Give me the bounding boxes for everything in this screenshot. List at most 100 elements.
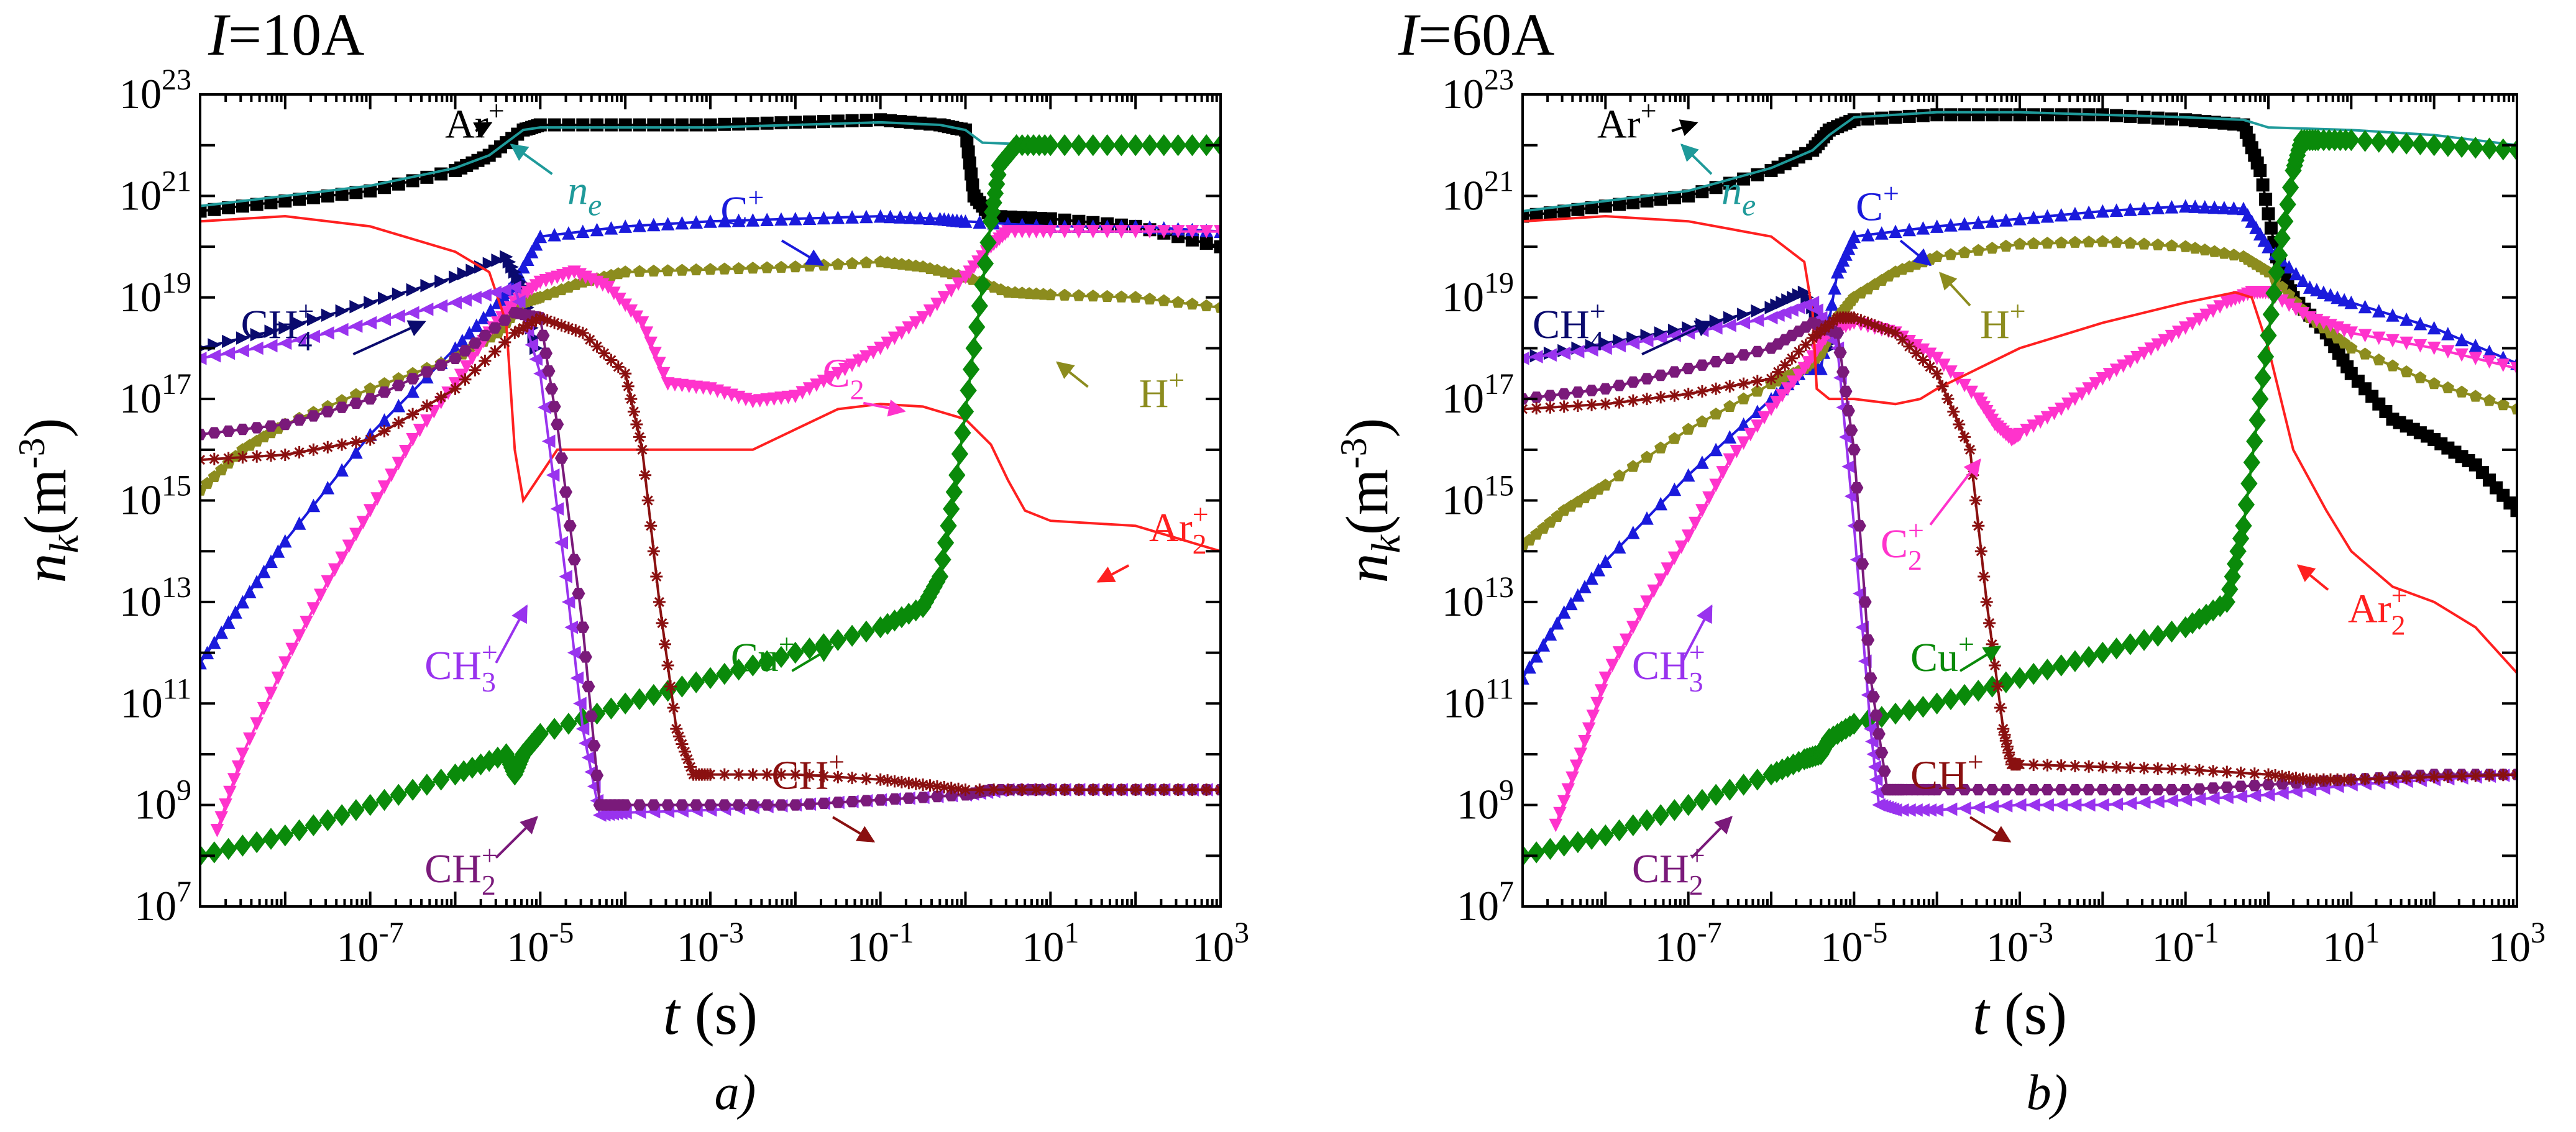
data-point [1101,290,1114,302]
data-point [2282,260,2296,274]
data-point [1200,783,1213,797]
data-point [1707,783,1725,806]
data-point [264,339,278,353]
data-point [2109,797,2124,811]
data-point [2041,236,2054,249]
data-point [760,212,774,226]
species-label-C2+: C+ 2 [823,344,866,406]
data-point [2083,760,2096,773]
data-point [2400,312,2414,326]
data-point [469,318,484,332]
data-point [1986,783,1999,796]
data-point [2234,780,2248,792]
data-point [590,769,604,782]
subplot-label: a) [715,1066,756,1120]
data-point [916,792,930,803]
data-point [2469,769,2482,782]
data-point [349,445,363,459]
data-point [236,423,249,436]
data-point [1869,710,1883,721]
data-point [210,824,224,838]
data-point [1571,588,1585,602]
data-point [2310,773,2323,786]
data-point [1736,417,1751,431]
data-point [774,116,788,130]
data-point [305,814,323,837]
data-point [866,345,881,360]
data-point [1889,326,1902,339]
data-point [731,213,746,227]
data-point [647,545,660,558]
data-point [458,293,472,307]
data-point [958,214,973,228]
data-point [2096,760,2109,774]
data-point [2303,773,2316,786]
data-point [832,258,845,270]
data-point [1043,225,1058,239]
data-point [903,210,917,224]
species-arrow-ne [1680,144,1713,175]
data-point [956,400,974,423]
data-point [363,504,377,518]
data-point [200,429,207,440]
data-point [458,345,472,357]
data-point [1944,218,1958,232]
y-tick-label: 1017 [119,368,191,422]
data-point [1930,219,1944,233]
data-point [1112,134,1130,157]
data-point [2027,798,2040,812]
data-point [1836,366,1850,378]
data-point [761,768,774,781]
data-point [2089,377,2103,391]
data-point [974,273,991,296]
data-point [653,595,666,608]
data-point [200,351,207,365]
data-point [2496,398,2510,411]
data-point [2317,773,2330,786]
data-point [1833,347,1847,358]
data-point [760,799,774,811]
data-point [2053,654,2070,677]
data-point [1638,809,1656,831]
data-point [1585,398,1598,411]
data-point [1098,134,1116,157]
species-arrow-CH2+ [495,816,538,859]
data-point [2061,397,2075,411]
data-point [2109,203,2124,217]
data-point [2467,137,2484,159]
data-point [277,824,294,847]
data-point [479,354,492,367]
data-point [676,263,689,276]
data-point [1999,213,2013,227]
species-label-Ar+: Ar+ [445,94,505,147]
data-point [639,468,652,482]
data-point [2309,283,2324,296]
data-point [1199,225,1214,239]
data-point [293,414,306,426]
data-point [222,452,235,465]
data-point [335,551,349,565]
data-point [300,616,313,629]
data-point [364,433,377,446]
data-point [2262,207,2275,221]
data-point [618,118,632,132]
data-point [2068,760,2081,772]
data-point [1709,478,1723,493]
data-point [1695,359,1709,371]
data-point [661,217,675,231]
data-point [718,262,731,275]
data-point [335,304,349,318]
data-point [1709,442,1723,457]
species-arrow-Ar2+ [2296,564,2329,591]
data-point [2235,514,2252,537]
data-point [484,303,498,317]
data-point [859,772,873,785]
data-point [673,675,691,698]
data-point [966,178,979,192]
data-point [2207,200,2222,214]
data-point [567,554,581,565]
data-point [2123,797,2137,810]
data-point [1969,680,1987,702]
data-point [2151,783,2165,796]
